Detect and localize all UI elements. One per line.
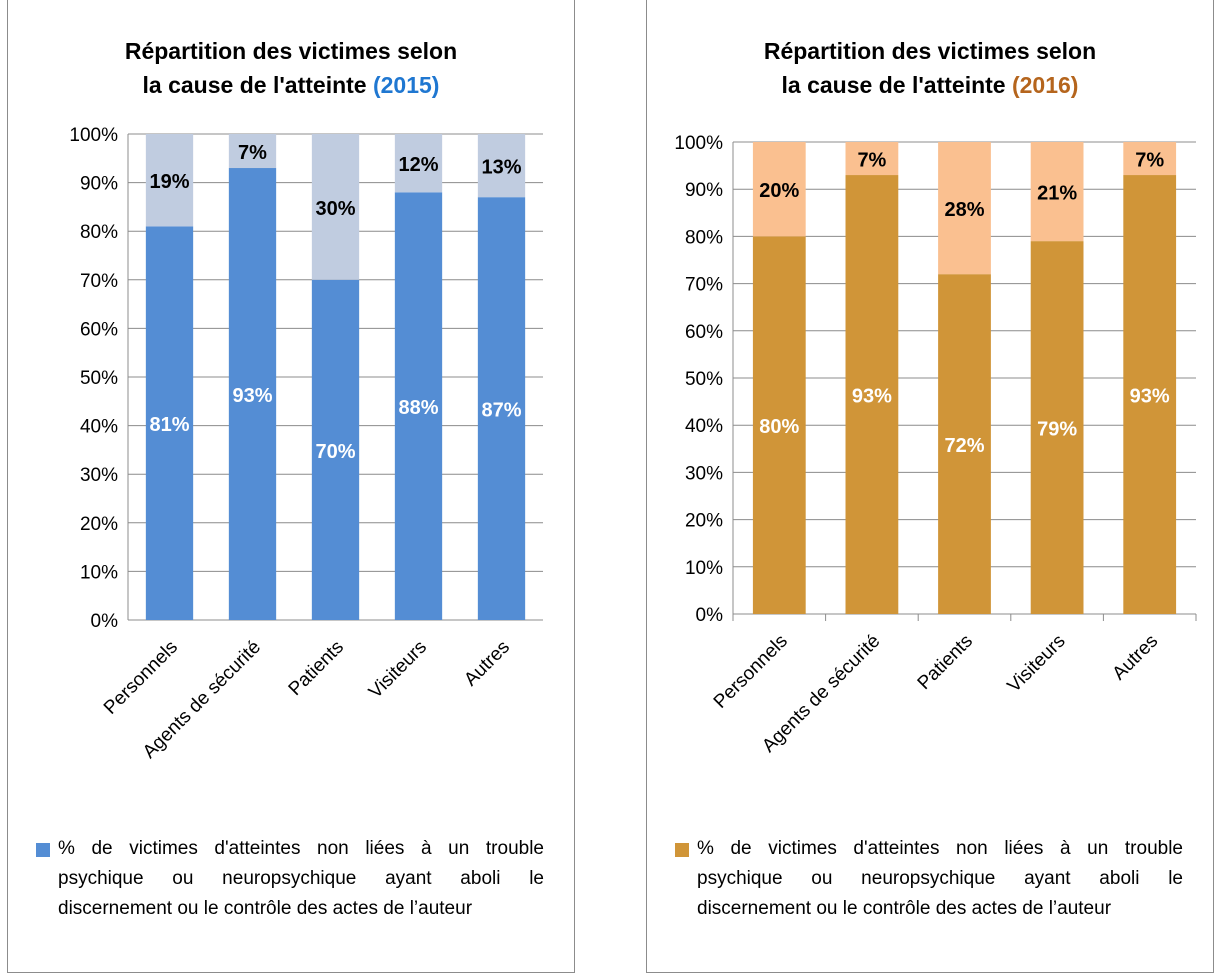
bar-segment [1030,241,1084,614]
y-tick-label: 50% [80,368,118,389]
chart-title-line-1: Répartition des victimes selon [763,38,1097,64]
data-label: 93% [852,386,892,408]
bar-segment [394,192,443,620]
y-tick-label: 30% [685,463,723,484]
x-tick-label: Patients [285,637,348,700]
y-tick-label: 80% [80,222,118,243]
bar-segment [145,134,194,227]
y-tick-label: 10% [80,562,118,583]
y-tick-label: 0% [91,611,119,632]
bar-segment [477,197,526,620]
x-tick-label: Visiteurs [1004,631,1070,697]
legend-swatch [675,843,689,857]
bar-segment [145,226,194,620]
y-tick-label: 40% [80,417,118,438]
data-label: 70% [315,441,355,463]
bar-segment [752,236,806,614]
bar-segment [228,168,277,620]
chart-title-line-2: la cause de l'atteinte (2015) [8,68,574,102]
data-label: 93% [1130,386,1170,408]
chart-title-year: (2016) [1011,72,1079,98]
y-tick-label: 60% [80,319,118,340]
x-tick-label: Autres [1109,631,1163,685]
data-label: 21% [1037,183,1077,205]
x-tick-label: Personnels [710,631,792,713]
legend-swatch [36,843,50,857]
y-tick-label: 0% [696,605,724,626]
y-tick-label: 80% [685,227,723,248]
y-tick-label: 90% [685,180,723,201]
chart-title-line-1: Répartition des victimes selon [124,38,458,64]
y-tick-label: 70% [685,275,723,296]
data-label: 79% [1037,419,1077,441]
chart-plot-2016: 0% 10% 20% 30% 40% 50% 60% 70% 80% 90% 100% 80% 20% P… [674,133,1197,757]
chart-title-line-2-text: la cause de l'atteinte [781,72,1006,98]
bar-segment [477,134,526,198]
bar-segment [938,274,991,614]
y-tick-label: 70% [80,271,118,292]
data-label: 81% [149,414,189,436]
data-label: 80% [759,416,799,438]
y-tick-label: 40% [685,416,723,437]
data-label: 19% [149,171,189,193]
y-tick-label: 100% [674,133,723,154]
data-label: 72% [944,435,984,457]
chart-title: Répartition des victimes selon la cause … [8,34,574,102]
y-tick-label: 20% [685,511,723,532]
data-label: 7% [857,150,886,172]
y-tick-label: 50% [685,369,723,390]
chart-title: Répartition des victimes selon la cause … [647,34,1213,102]
data-label: 87% [481,400,521,422]
x-tick-label: Patients [914,631,977,694]
y-tick-label: 100% [69,125,118,146]
data-label: 28% [944,199,984,221]
data-label: 7% [1135,150,1164,172]
bar-segment [938,142,991,275]
bar-segment [1123,175,1177,615]
legend: % de victimes d'atteintes non liées à un… [675,834,1183,924]
legend-label: % de victimes d'atteintes non liées à un… [58,838,544,919]
bar-segment [394,134,443,193]
data-label: 7% [238,142,267,164]
bar-segment [228,134,277,169]
chart-title-line-2: la cause de l'atteinte (2016) [647,68,1213,102]
chart-plot-2015: 0% 10% 20% 30% 40% 50% 60% 70% 80% 90% 100% 81% 19% P… [69,125,543,763]
y-tick-label: 60% [685,322,723,343]
chart-title-year: (2015) [372,72,440,98]
y-tick-label: 20% [80,514,118,535]
data-label: 30% [315,198,355,220]
bar-segment [845,175,899,615]
y-tick-label: 30% [80,465,118,486]
x-tick-label: Visiteurs [365,637,431,703]
y-tick-label: 10% [685,558,723,579]
x-tick-label: Autres [460,637,514,691]
bar-segment [752,142,806,237]
bar-segment [311,279,360,620]
chart-title-line-2-text: la cause de l'atteinte [142,72,367,98]
x-tick-label: Personnels [100,637,182,719]
chart-panel-2016: Répartition des victimes selon la cause … [646,0,1214,973]
bar-segment [1123,142,1177,176]
bar-segment [311,134,360,280]
y-tick-label: 90% [80,174,118,195]
data-label: 88% [398,397,438,419]
legend: % de victimes d'atteintes non liées à un… [36,834,544,924]
data-label: 13% [481,157,521,179]
data-label: 20% [759,180,799,202]
bar-segment [1030,142,1084,242]
data-label: 93% [232,385,272,407]
data-label: 12% [398,154,438,176]
chart-panel-2015: Répartition des victimes selon la cause … [7,0,575,973]
bar-segment [845,142,899,176]
legend-label: % de victimes d'atteintes non liées à un… [697,838,1183,919]
